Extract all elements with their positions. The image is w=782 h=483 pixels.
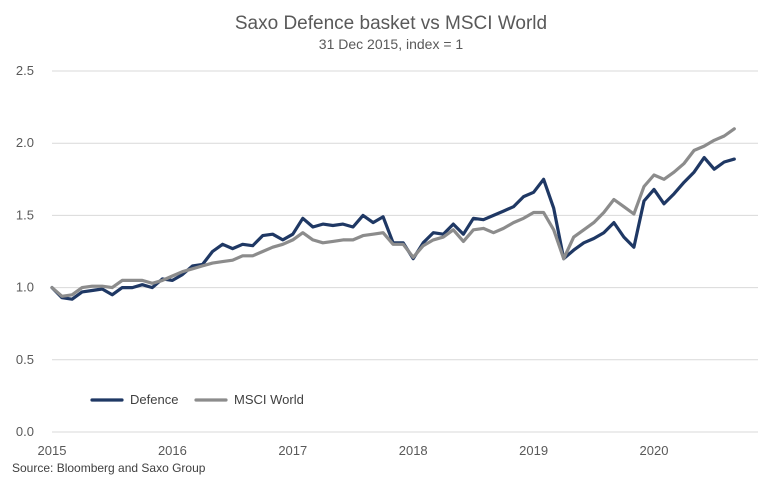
x-tick-label: 2016 — [158, 443, 187, 458]
x-axis-ticks: 2015 2016 2017 2018 2019 2020 — [38, 443, 669, 458]
y-tick-label: 2.0 — [16, 135, 34, 150]
series-lines — [50, 127, 736, 301]
chart-title: Saxo Defence basket vs MSCI World — [235, 13, 547, 34]
y-tick-label: 1.0 — [16, 280, 34, 295]
x-tick-label: 2018 — [399, 443, 428, 458]
x-tick-label: 2019 — [519, 443, 548, 458]
gridlines — [52, 70, 758, 433]
source-note: Source: Bloomberg and Saxo Group — [12, 461, 206, 475]
y-tick-label: 1.5 — [16, 207, 34, 222]
legend-label: Defence — [130, 392, 178, 407]
legend-label: MSCI World — [234, 392, 304, 407]
y-tick-label: 0.5 — [16, 352, 34, 367]
x-tick-label: 2017 — [278, 443, 307, 458]
y-tick-label: 2.5 — [16, 63, 34, 78]
y-axis-ticks: 0.0 0.5 1.0 1.5 2.0 2.5 — [16, 63, 34, 439]
y-tick-label: 0.0 — [16, 424, 34, 439]
legend: Defence MSCI World — [90, 392, 304, 407]
x-tick-label: 2020 — [640, 443, 669, 458]
x-tick-label: 2015 — [38, 443, 67, 458]
chart-subtitle: 31 Dec 2015, index = 1 — [319, 36, 464, 52]
series-line-defence — [50, 156, 736, 301]
series-line-msci-world — [50, 127, 736, 298]
